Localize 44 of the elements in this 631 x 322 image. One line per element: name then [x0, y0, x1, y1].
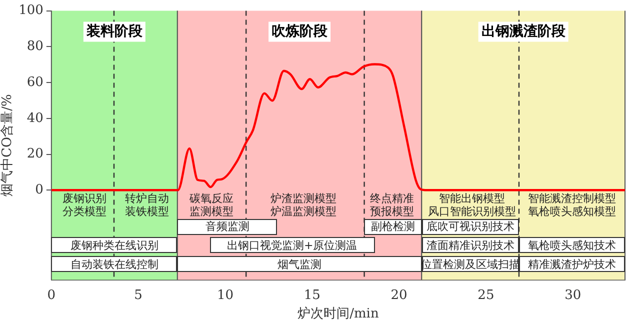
- annotation: 智能溅渣控制模型氧枪喷头感知模型: [526, 192, 617, 218]
- annotation: 炉渣监测模型炉温监测模型: [269, 192, 338, 218]
- x-tick-label: 30: [564, 288, 582, 303]
- label-box: 渣面精准识别技术: [422, 237, 519, 253]
- x-axis-title: 炉次时间/min: [298, 306, 380, 322]
- label-box: 出钢口视觉监测+原位测温: [210, 237, 375, 253]
- x-tick-label: 25: [478, 288, 494, 303]
- label-box: 烟气监测: [177, 256, 422, 272]
- band-label: 吹炼阶段: [272, 23, 329, 40]
- annotation: 氧枪喷头感知技术: [528, 238, 616, 252]
- annotation: 音频监测: [205, 219, 250, 234]
- annotation: 废钢种类在线识别: [70, 238, 158, 252]
- annotation: 废钢识别分类模型: [62, 192, 106, 218]
- label-box: 精准溅渣护炉技术: [518, 256, 625, 272]
- label-box: 废钢种类在线识别: [51, 237, 178, 253]
- annotation: 出钢口视觉监测+原位测温: [227, 238, 358, 252]
- x-tick-label: 0: [47, 288, 56, 303]
- band-label: 出钢溅渣阶段: [481, 23, 566, 40]
- label-box: 自动装铁在线控制: [51, 256, 178, 272]
- label-box: 音频监测: [177, 218, 278, 235]
- y-tick-label: 100: [18, 3, 44, 18]
- line-series: [51, 63, 625, 192]
- band-label: 装料阶段: [85, 23, 144, 40]
- annotation: 精准溅渣护炉技术: [528, 256, 616, 272]
- x-tick-label: 10: [216, 288, 234, 303]
- y-tick-label: 20: [26, 146, 44, 162]
- x-tick-label: 20: [390, 288, 408, 303]
- annotation: 转炉自动装铁模型: [125, 192, 169, 218]
- annotation: 智能出钢模型风口智能识别模型: [428, 192, 516, 218]
- y-tick-label: 40: [26, 110, 44, 126]
- y-tick-label: 60: [26, 74, 44, 90]
- annotation: 副枪检测: [370, 219, 415, 234]
- x-tick-label: 15: [304, 288, 320, 303]
- annotation: 烟气监测: [278, 256, 322, 272]
- x-tick-label: 5: [134, 288, 142, 303]
- annotation: 碳氧反应监测模型: [189, 192, 234, 218]
- annotation: 自动装铁在线控制: [70, 256, 158, 272]
- y-axis-title: 烟气中CO含量/%: [0, 94, 16, 196]
- label-box: 氧枪喷头感知技术: [518, 237, 625, 253]
- annotation: 终点精准预报模型: [370, 192, 414, 218]
- label-box: 副枪检测: [364, 218, 422, 235]
- y-tick-label: 80: [26, 39, 44, 54]
- y-tick-label: 0: [35, 182, 44, 198]
- label-box: 底吹可视识别技术: [422, 218, 519, 235]
